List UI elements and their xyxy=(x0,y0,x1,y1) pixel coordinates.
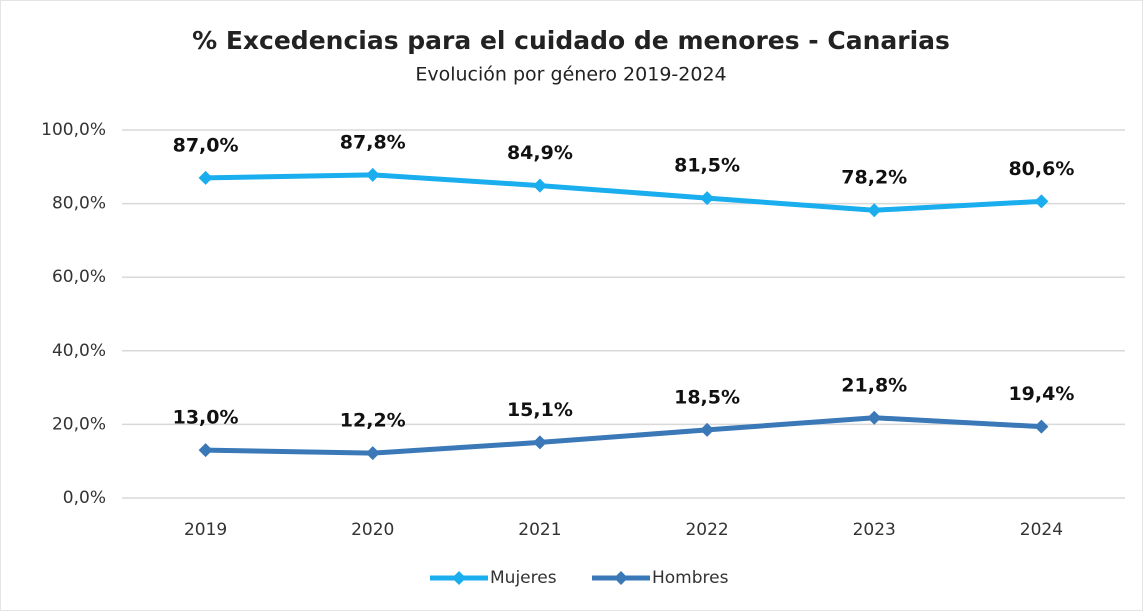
data-label: 81,5% xyxy=(674,155,740,177)
legend-label: Mujeres xyxy=(490,568,557,588)
point-marker xyxy=(700,422,715,437)
y-tick-label: 40,0% xyxy=(52,341,106,361)
point-marker xyxy=(867,410,882,425)
point-marker xyxy=(1034,419,1049,434)
data-label: 78,2% xyxy=(841,167,907,189)
x-tick-label: 2019 xyxy=(184,520,227,540)
data-label: 15,1% xyxy=(507,399,573,421)
data-label: 87,8% xyxy=(340,131,406,153)
data-label: 18,5% xyxy=(674,386,740,408)
series-line xyxy=(205,415,1042,456)
point-marker xyxy=(198,443,213,458)
y-tick-label: 60,0% xyxy=(52,267,106,287)
data-label: 19,4% xyxy=(1008,383,1074,405)
point-marker xyxy=(1034,194,1049,209)
x-tick-label: 2022 xyxy=(685,520,728,540)
y-tick-label: 100,0% xyxy=(41,120,106,140)
point-marker xyxy=(532,178,547,193)
legend-marker xyxy=(614,571,628,585)
point-marker xyxy=(365,446,380,461)
y-tick-label: 0,0% xyxy=(63,488,106,508)
legend-label: Hombres xyxy=(652,568,729,588)
legend-marker xyxy=(452,571,466,585)
point-marker xyxy=(198,170,213,185)
data-label: 12,2% xyxy=(340,410,406,432)
data-label: 80,6% xyxy=(1008,158,1074,180)
y-tick-label: 80,0% xyxy=(52,194,106,214)
point-marker xyxy=(365,167,380,182)
series-line xyxy=(205,172,1042,213)
data-label: 13,0% xyxy=(173,407,239,429)
x-tick-label: 2023 xyxy=(853,520,896,540)
x-tick-label: 2021 xyxy=(518,520,561,540)
x-tick-label: 2020 xyxy=(351,520,394,540)
y-tick-label: 20,0% xyxy=(52,414,106,434)
chart-title: % Excedencias para el cuidado de menores… xyxy=(192,26,950,55)
point-marker xyxy=(867,203,882,218)
chart-subtitle: Evolución por género 2019-2024 xyxy=(415,64,726,86)
point-marker xyxy=(532,435,547,450)
point-marker xyxy=(700,191,715,206)
data-label: 21,8% xyxy=(841,374,907,396)
x-tick-label: 2024 xyxy=(1020,520,1063,540)
data-label: 87,0% xyxy=(173,134,239,156)
data-label: 84,9% xyxy=(507,142,573,164)
